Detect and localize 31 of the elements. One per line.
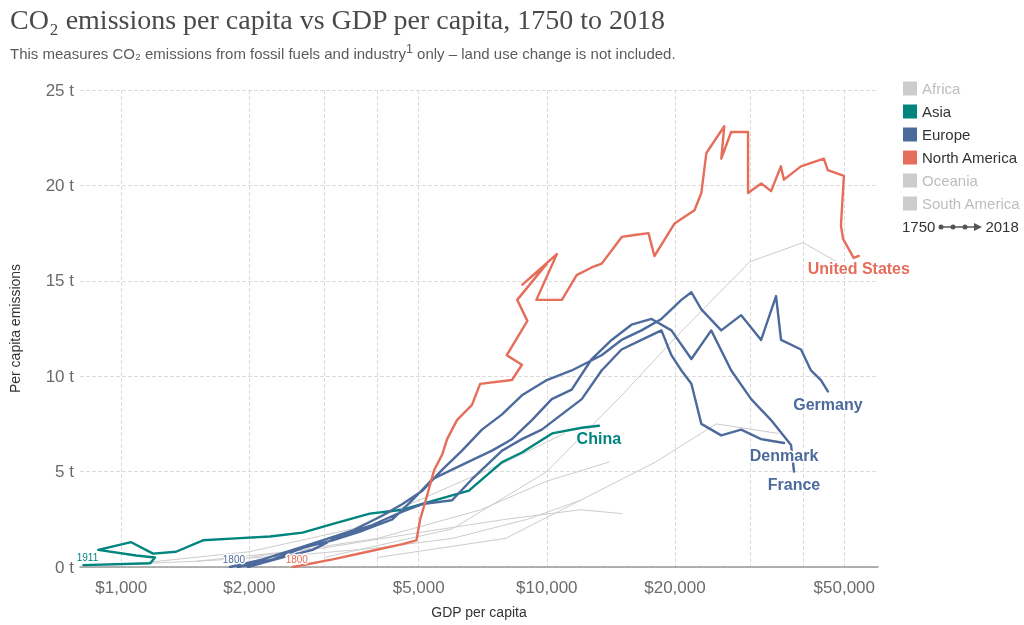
legend-label: Europe: [922, 126, 971, 143]
legend-label: Oceania: [922, 172, 979, 189]
annotation: France: [767, 476, 821, 494]
x-tick-label: $2,000: [223, 578, 276, 597]
x-tick-label: $1,000: [95, 578, 148, 597]
chart-subtitle: This measures CO₂ emissions from fossil fuels and industry$^{1}$ only – land use change is not included.: [10, 42, 676, 62]
x-tick-label: $20,000: [644, 578, 706, 597]
annotation: 1911: [76, 551, 99, 563]
legend-label: Africa: [922, 80, 961, 97]
annotation: Germany: [793, 395, 863, 413]
y-tick-label: 10 t: [45, 366, 75, 386]
text: 1750: [902, 218, 936, 235]
x-tick-label: $10,000: [516, 578, 578, 597]
legend-label: Asia: [922, 103, 952, 120]
chart-title: CO₂ emissions per capita vs GDP per capita, 1750 to 2018: [10, 4, 665, 36]
x-axis-title: GDP per capita: [431, 604, 527, 620]
legend-label: North America: [922, 149, 1018, 166]
y-tick-label: 20 t: [45, 175, 75, 195]
annotation: 1800: [285, 553, 309, 565]
y-tick-label: 15 t: [45, 271, 75, 291]
annotation: China: [576, 430, 622, 448]
annotation: United States: [807, 260, 911, 278]
x-tick-label: $5,000: [392, 578, 445, 597]
text: 2018: [985, 218, 1019, 235]
y-tick-label: 25 t: [45, 80, 75, 100]
y-axis-title: Per capita emissions: [7, 263, 23, 394]
y-tick-label: 5 t: [55, 462, 75, 482]
x-tick-label: $50,000: [813, 578, 876, 597]
legend-label: South America: [922, 195, 1021, 212]
annotation: 1800: [222, 553, 246, 565]
y-tick-label: 0 t: [55, 557, 75, 577]
